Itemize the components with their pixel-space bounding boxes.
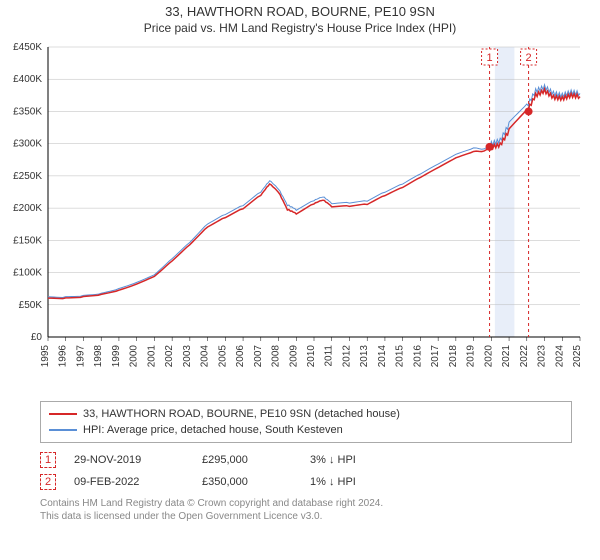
legend-swatch-icon	[49, 413, 77, 415]
svg-text:2004: 2004	[200, 345, 211, 368]
svg-text:£0: £0	[31, 332, 43, 343]
svg-text:£200K: £200K	[13, 203, 42, 214]
svg-text:2013: 2013	[359, 345, 370, 368]
legend-label: 33, HAWTHORN ROAD, BOURNE, PE10 9SN (det…	[83, 408, 400, 420]
svg-text:2019: 2019	[466, 345, 477, 368]
legend-label: HPI: Average price, detached house, Sout…	[83, 424, 343, 436]
svg-text:2017: 2017	[430, 345, 441, 368]
svg-text:2011: 2011	[324, 345, 335, 367]
svg-text:£400K: £400K	[13, 74, 42, 85]
footer-line: This data is licensed under the Open Gov…	[40, 510, 572, 523]
svg-text:2015: 2015	[395, 345, 406, 368]
legend-row: HPI: Average price, detached house, Sout…	[49, 422, 563, 438]
svg-text:2016: 2016	[412, 345, 423, 368]
svg-text:2: 2	[526, 52, 532, 64]
svg-text:2018: 2018	[448, 345, 459, 368]
svg-text:£350K: £350K	[13, 106, 42, 117]
svg-text:2006: 2006	[235, 345, 246, 368]
legend: 33, HAWTHORN ROAD, BOURNE, PE10 9SN (det…	[40, 401, 572, 443]
svg-text:2020: 2020	[483, 345, 494, 368]
svg-text:£150K: £150K	[13, 235, 42, 246]
svg-text:2008: 2008	[271, 345, 282, 368]
svg-text:1: 1	[486, 52, 492, 64]
chart-title-block: 33, HAWTHORN ROAD, BOURNE, PE10 9SN Pric…	[0, 0, 600, 37]
svg-text:2000: 2000	[129, 345, 140, 368]
footer-line: Contains HM Land Registry data © Crown c…	[40, 497, 572, 510]
chart-title-main: 33, HAWTHORN ROAD, BOURNE, PE10 9SN	[0, 4, 600, 19]
svg-text:1998: 1998	[93, 345, 104, 368]
legend-row: 33, HAWTHORN ROAD, BOURNE, PE10 9SN (det…	[49, 406, 563, 422]
svg-text:2024: 2024	[554, 345, 565, 368]
svg-text:2003: 2003	[182, 345, 193, 368]
table-row: 2 09-FEB-2022 £350,000 1% ↓ HPI	[40, 471, 572, 493]
row-price: £295,000	[202, 454, 292, 466]
line-chart-svg: £0 £50K £100K £150K £200K £250K £300K £350K £400…	[0, 37, 600, 397]
svg-text:2023: 2023	[537, 345, 548, 368]
svg-text:2009: 2009	[288, 345, 299, 368]
row-pct: 1% ↓ HPI	[310, 476, 400, 488]
row-date: 29-NOV-2019	[74, 454, 184, 466]
svg-text:1996: 1996	[58, 345, 69, 368]
svg-text:£300K: £300K	[13, 139, 42, 150]
svg-text:1999: 1999	[111, 345, 122, 368]
svg-text:2021: 2021	[501, 345, 512, 368]
svg-text:2005: 2005	[217, 345, 228, 368]
data-table: 1 29-NOV-2019 £295,000 3% ↓ HPI 2 09-FEB…	[40, 449, 572, 493]
footer-attribution: Contains HM Land Registry data © Crown c…	[40, 497, 572, 523]
svg-text:2025: 2025	[572, 345, 583, 368]
row-price: £350,000	[202, 476, 292, 488]
svg-text:2002: 2002	[164, 345, 175, 368]
row-pct: 3% ↓ HPI	[310, 454, 400, 466]
svg-text:£250K: £250K	[13, 171, 42, 182]
svg-text:1995: 1995	[40, 345, 51, 368]
chart-title-sub: Price paid vs. HM Land Registry's House …	[0, 21, 600, 35]
svg-text:2012: 2012	[341, 345, 352, 368]
svg-text:£100K: £100K	[13, 268, 42, 279]
row-tag: 1	[40, 452, 56, 468]
svg-text:2007: 2007	[253, 345, 264, 368]
svg-text:£450K: £450K	[13, 42, 42, 53]
table-row: 1 29-NOV-2019 £295,000 3% ↓ HPI	[40, 449, 572, 471]
svg-text:2010: 2010	[306, 345, 317, 368]
svg-text:2014: 2014	[377, 345, 388, 368]
svg-text:2001: 2001	[146, 345, 157, 368]
legend-swatch-icon	[49, 429, 77, 431]
svg-text:£50K: £50K	[19, 300, 43, 311]
chart-area: £0 £50K £100K £150K £200K £250K £300K £350K £400…	[0, 37, 600, 397]
row-tag: 2	[40, 474, 56, 490]
svg-text:1997: 1997	[75, 345, 86, 368]
svg-text:2022: 2022	[519, 345, 530, 368]
row-date: 09-FEB-2022	[74, 476, 184, 488]
